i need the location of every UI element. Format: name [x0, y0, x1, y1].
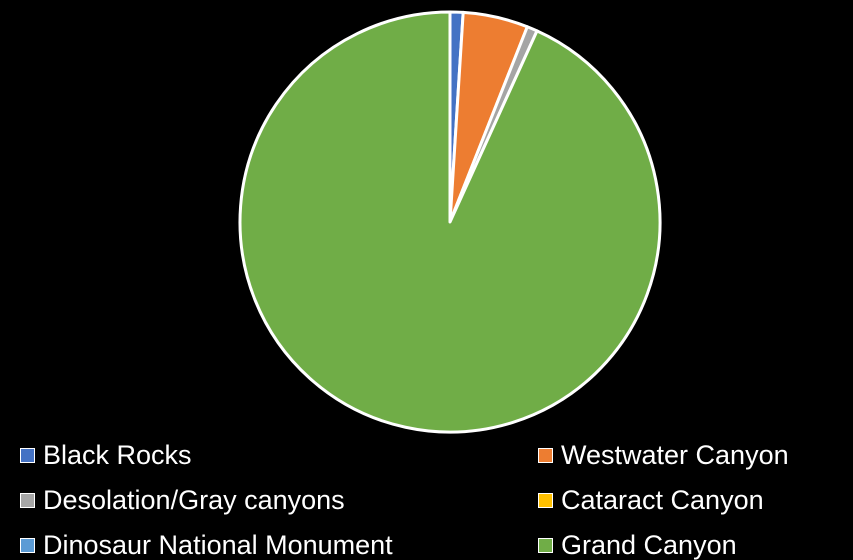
legend-item-westwater-canyon: Westwater Canyon [538, 440, 789, 470]
pie-slice-grand-canyon [238, 10, 662, 434]
legend-label-desolation-gray-canyons: Desolation/Gray canyons [43, 485, 345, 515]
legend-swatch-westwater-canyon [538, 447, 553, 463]
legend-item-desolation-gray-canyons: Desolation/Gray canyons [20, 485, 345, 515]
legend-label-westwater-canyon: Westwater Canyon [561, 440, 789, 470]
legend-label-grand-canyon: Grand Canyon [561, 530, 737, 560]
legend-swatch-grand-canyon [538, 537, 553, 553]
legend: Black Rocks Westwater Canyon Desolation/… [0, 436, 853, 560]
legend-label-cataract-canyon: Cataract Canyon [561, 485, 764, 515]
legend-item-dinosaur-national-monument: Dinosaur National Monument [20, 530, 393, 560]
legend-swatch-desolation-gray-canyons [20, 492, 35, 508]
legend-swatch-black-rocks [20, 447, 35, 463]
legend-label-black-rocks: Black Rocks [43, 440, 192, 470]
legend-label-dinosaur-national-monument: Dinosaur National Monument [43, 530, 393, 560]
legend-swatch-dinosaur-national-monument [20, 537, 35, 553]
pie-chart [238, 10, 662, 434]
legend-item-grand-canyon: Grand Canyon [538, 530, 737, 560]
legend-item-cataract-canyon: Cataract Canyon [538, 485, 764, 515]
legend-swatch-cataract-canyon [538, 492, 553, 508]
legend-item-black-rocks: Black Rocks [20, 440, 192, 470]
